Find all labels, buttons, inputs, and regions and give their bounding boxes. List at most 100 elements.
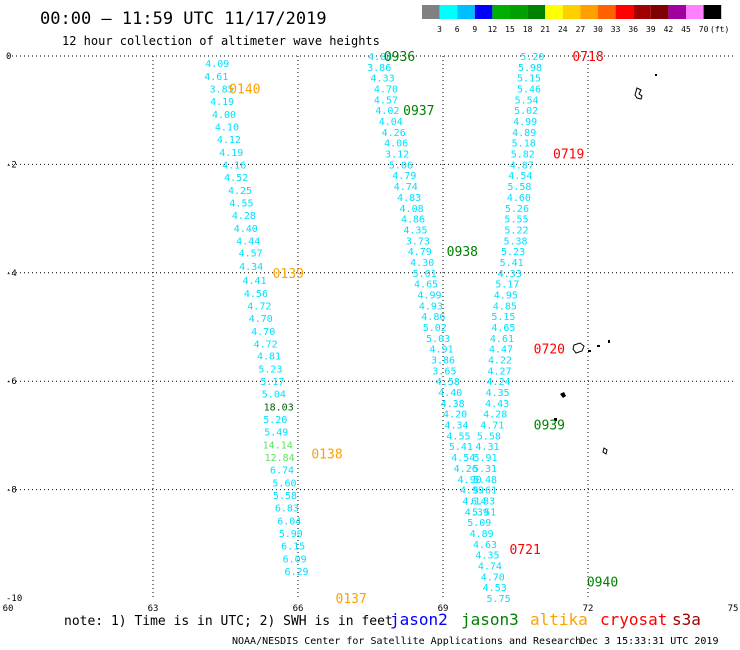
wave-height-value: 4.27 [488,366,512,377]
wave-height-value: 4.06 [384,139,408,150]
wave-height-value: 5.02 [423,323,447,334]
wave-height-value: 5.91 [473,453,497,464]
color-scale-label: 33 [611,25,621,34]
color-swatch [686,5,704,19]
wave-height-value: 4.70 [251,327,275,338]
wave-height-value: 5.20 [263,415,287,426]
wave-height-value: 5.31 [473,464,497,475]
y-tick-label: -8 [6,486,17,496]
wave-height-value: 4.26 [382,128,406,139]
wave-height-value: 4.26 [454,464,478,475]
time-marker: 0137 [336,592,367,607]
color-scale-label: 36 [628,25,638,34]
wave-height-value: 4.90 [458,475,482,486]
time-marker: 0937 [403,104,434,119]
wave-height-value: 4.39 [465,507,489,518]
color-swatch [492,5,510,19]
wave-height-value: 4.54 [508,171,532,182]
wave-height-value: 4.85 [493,301,517,312]
wave-height-value: 4.09 [205,59,229,70]
wave-height-value: 4.61 [490,334,514,345]
wave-height-value: 4.88 [368,52,392,63]
wave-height-value: 5.22 [504,225,528,236]
chart-title: 00:00 – 11:59 UTC 11/17/2019 [40,9,327,29]
wave-height-value: 3.12 [385,150,409,161]
wave-height-value: 4.43 [485,399,509,410]
wave-height-value: 4.57 [374,95,398,106]
x-tick-label: 60 [3,604,14,614]
wave-height-value: 4.19 [219,148,243,159]
wave-height-value: 4.34 [239,262,263,273]
color-scale-label: 15 [505,25,515,34]
chart-subtitle: 12 hour collection of altimeter wave hei… [62,34,380,48]
wave-height-value: 4.74 [478,561,502,572]
color-scale-label: 27 [576,25,586,34]
color-scale-label: 45 [681,25,691,34]
wave-height-value: 4.30 [410,258,434,269]
wave-height-value: 5.55 [504,215,528,226]
x-tick-label: 75 [728,604,739,614]
color-swatch [668,5,686,19]
wave-height-value: 5.41 [500,258,524,269]
wave-height-value: 4.12 [217,135,241,146]
color-scale-label: 6 [455,25,460,34]
color-scale-label: 39 [646,25,656,34]
wave-height-value: 4.70 [249,314,273,325]
wave-height-value: 6.29 [285,567,309,578]
wave-height-value: 4.31 [475,442,499,453]
color-scale-label: 30 [593,25,603,34]
wave-height-value: 4.58 [436,377,460,388]
y-tick-label: -4 [6,269,17,279]
wave-height-value: 5.75 [487,594,511,605]
time-marker: 0718 [572,50,603,65]
wave-height-value: 4.87 [510,160,534,171]
wave-height-value: 5.18 [512,139,536,150]
wave-height-value: 4.40 [234,224,258,235]
wave-height-value: 6.15 [281,541,305,552]
legend-entry-cryosat: cryosat [600,610,667,629]
plot-area: 60 63 66 69 72 750-2-4-6-8-10 4.094.613.854.1… [3,50,739,614]
wave-height-value: 4.52 [224,173,248,184]
wave-height-value: 4.70 [481,572,505,583]
wave-height-value: 5.61 [473,486,497,497]
color-swatch [527,5,546,19]
time-marker: 0720 [534,343,565,358]
color-swatch [615,5,634,19]
wave-height-value: 4.19 [210,97,234,108]
color-scale-label: 21 [540,25,550,34]
wave-height-value: 4.55 [446,431,470,442]
wave-height-value: 4.10 [215,122,239,133]
x-tick-label: 72 [583,604,594,614]
wave-height-value: 5.23 [501,247,525,258]
wave-height-value: 4.04 [379,117,403,128]
wave-height-value: 5.02 [514,106,538,117]
color-scale-unit: (ft) [710,25,729,34]
wave-height-value: 5.46 [517,85,541,96]
wave-height-value: 6.33 [471,496,495,507]
wave-height-value: 6.04 [277,516,301,527]
color-swatch [580,5,598,19]
color-swatch [650,5,669,19]
legend-entry-s3a: s3a [672,610,701,629]
footer-credit: NOAA/NESDIS Center for Satellite Applica… [232,636,581,647]
grid-lines [8,55,733,598]
wave-height-value: 5.20 [520,52,544,63]
wave-height-value: 4.99 [513,117,537,128]
wave-height-value: 6.83 [275,503,299,514]
color-swatch [457,5,475,19]
wave-height-value: 5.04 [262,390,286,401]
time-marker: 0940 [587,576,618,591]
wave-height-value: 3.86 [431,356,455,367]
wave-height-value: 5.98 [518,63,542,74]
wave-height-value: 4.53 [483,583,507,594]
wave-height-value: 4.34 [444,421,468,432]
wave-height-value: 5.38 [503,236,527,247]
wave-height-value: 4.28 [232,211,256,222]
y-tick-label: -6 [6,377,17,387]
wave-height-value: 4.72 [254,339,278,350]
wave-height-value: 4.91 [430,345,454,356]
x-tick-label: 66 [293,604,304,614]
wave-height-value: 4.70 [374,85,398,96]
color-scale-bar: 3 6 9 12 15 18 21 24 27 30 33 36 39 42 45 70 [422,5,722,34]
